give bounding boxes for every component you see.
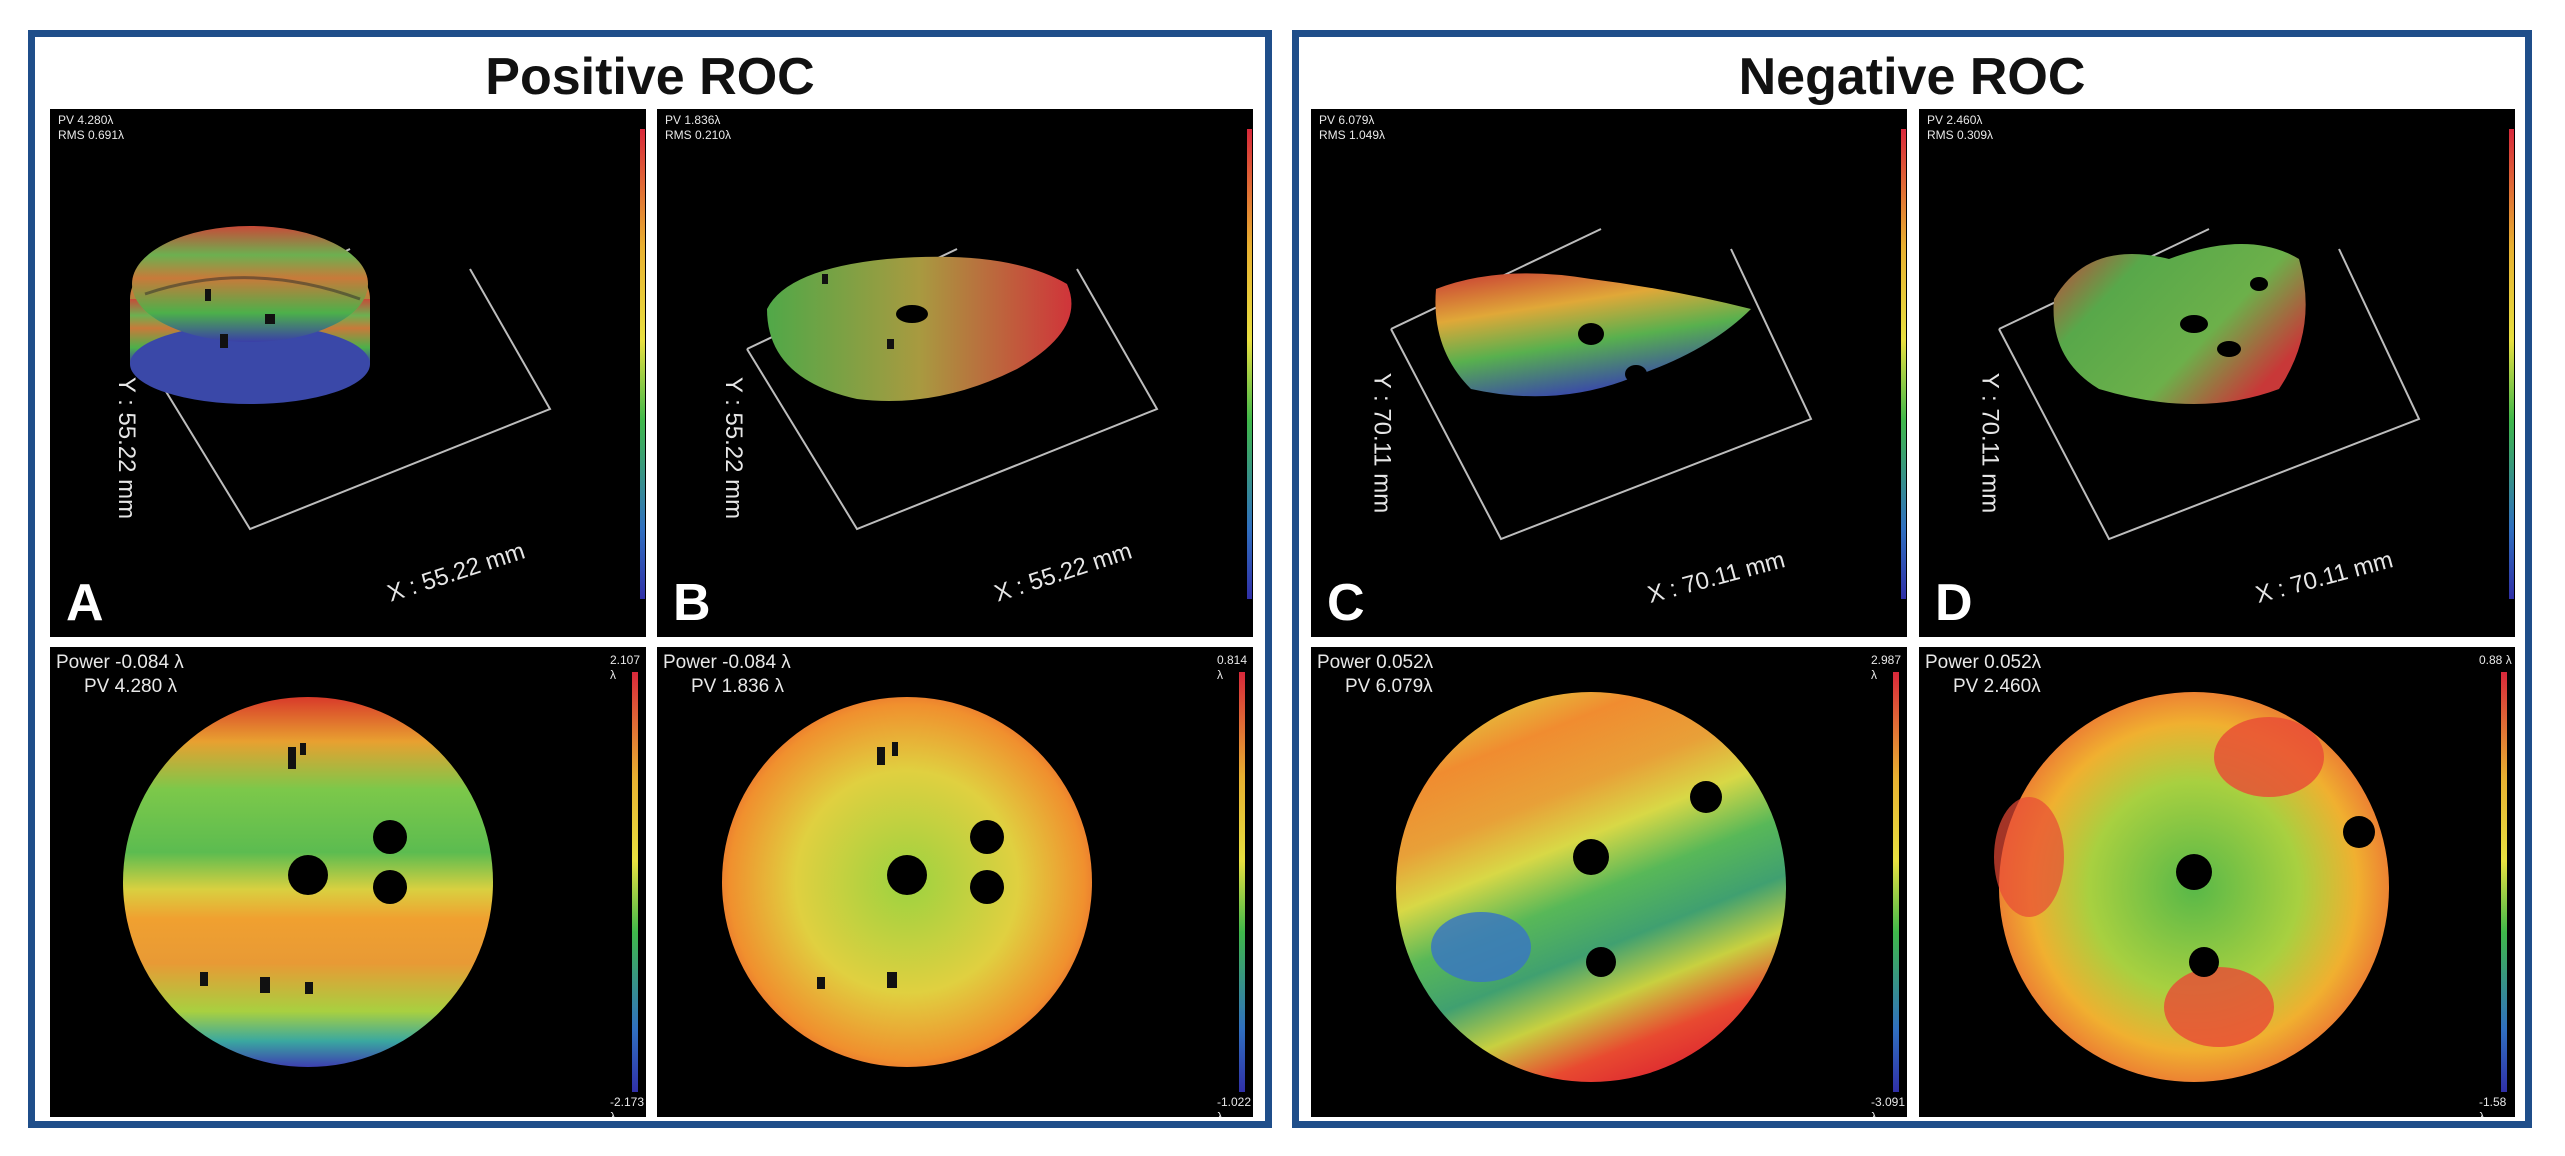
surface-3d-plot-c — [1390, 129, 1906, 599]
power-label: Power 0.052λ — [1317, 652, 1434, 673]
panel-d-3d: PV 2.460λ RMS 0.309λ X : 70.11 mm Y : 70… — [1919, 109, 2515, 637]
rms-label: RMS 0.309λ — [1927, 128, 1994, 142]
pv-label: PV 1.836λ — [665, 113, 721, 127]
y-axis-label: Y : 55.22 mm — [720, 376, 748, 520]
panel-b-2d: Power -0.084 λ PV 1.836 λ 0.814 λ -1.022… — [657, 647, 1253, 1117]
scale-max: 0.814 λ — [1217, 653, 1248, 682]
group-title: Positive ROC — [485, 48, 815, 106]
pv-label: PV 1.836 λ — [691, 676, 784, 697]
panel-c-3d: PV 6.079λ RMS 1.049λ X : 70.11 mm Y : 70… — [1311, 109, 1907, 637]
scale-min: -3.091 λ — [1871, 1095, 1906, 1117]
negative-roc-group: Negative ROC PV 6.079λ RMS 1.049λ X : 70… — [1292, 30, 2532, 1128]
panel-letter: D — [1935, 574, 1973, 632]
panel-a-2d: Power -0.084 λ PV 4.280 λ 2.107 λ -2.173… — [50, 647, 646, 1117]
y-axis-label: Y : 70.11 mm — [1368, 372, 1396, 514]
rms-label: RMS 0.691λ — [58, 128, 125, 142]
rms-label: RMS 0.210λ — [665, 128, 732, 142]
surface-3d-plot-b — [746, 129, 1252, 599]
power-label: Power 0.052λ — [1925, 652, 2042, 673]
pv-label: PV 4.280λ — [58, 113, 114, 127]
surface-3d-plot-a — [130, 129, 645, 599]
surface-map-d — [1994, 672, 2507, 1092]
pv-label: PV 2.460λ — [1927, 113, 1983, 127]
y-axis-label: Y : 55.22 mm — [113, 376, 141, 520]
panel-b-3d: PV 1.836λ RMS 0.210λ X : 55.22 mm Y : 55… — [657, 109, 1253, 637]
surface-3d-plot-d — [1998, 129, 2514, 599]
surface-map-c — [1396, 672, 1899, 1092]
panel-letter: C — [1327, 574, 1365, 632]
panel-a-3d: PV 4.280λ RMS 0.691λ X : 55.22 mm Y : 55… — [50, 109, 646, 637]
surface-map-b — [722, 672, 1245, 1092]
pv-label: PV 6.079λ — [1319, 113, 1375, 127]
scale-max: 2.107 λ — [610, 653, 641, 682]
scale-min: -1.58 λ — [2479, 1095, 2507, 1117]
surface-map-a — [123, 672, 638, 1092]
panel-d-2d: Power 0.052λ PV 2.460λ 0.88 λ -1.58 λ — [1919, 647, 2515, 1117]
panel-c-2d: Power 0.052λ PV 6.079λ 2.987 λ -3.091 λ — [1311, 647, 1907, 1117]
pv-label: PV 6.079λ — [1345, 676, 1433, 697]
pv-label: PV 4.280 λ — [84, 676, 177, 697]
scale-max: 0.88 λ — [2479, 653, 2512, 667]
panel-letter: A — [66, 574, 104, 632]
panel-letter: B — [673, 574, 711, 632]
power-label: Power -0.084 λ — [56, 652, 184, 673]
power-label: Power -0.084 λ — [663, 652, 791, 673]
positive-roc-group: Positive ROC PV 4.280λ RMS 0.691λ X : 55… — [28, 30, 1272, 1128]
pv-label: PV 2.460λ — [1953, 676, 2041, 697]
y-axis-label: Y : 70.11 mm — [1976, 372, 2004, 514]
scale-min: -2.173 λ — [610, 1095, 645, 1117]
scale-min: -1.022 λ — [1217, 1095, 1252, 1117]
group-title: Negative ROC — [1738, 48, 2086, 106]
rms-label: RMS 1.049λ — [1319, 128, 1386, 142]
scale-max: 2.987 λ — [1871, 653, 1902, 682]
